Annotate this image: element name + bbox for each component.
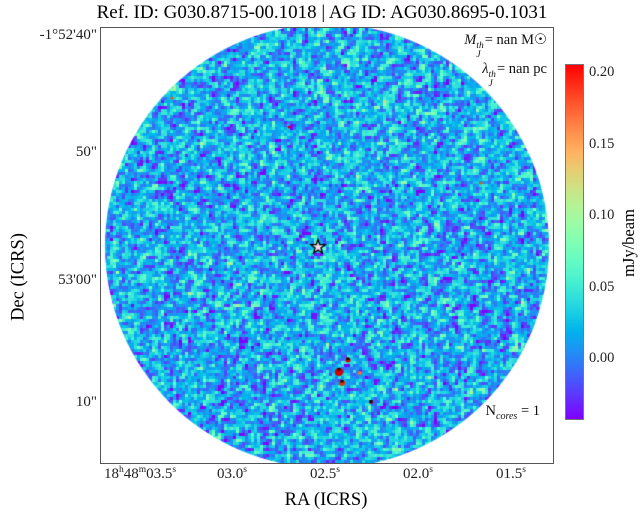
y-tick-label: 50" bbox=[75, 144, 97, 160]
lambda-value: = nan pc bbox=[496, 61, 547, 78]
ncores-subscript: cores bbox=[496, 410, 518, 422]
sky-image-canvas bbox=[101, 28, 553, 463]
y-tick-label: 10" bbox=[75, 394, 97, 410]
colorbar-tick-label: 0.20 bbox=[589, 64, 615, 80]
ncores-value: = 1 bbox=[517, 402, 540, 419]
mass-value: = nan M☉ bbox=[484, 32, 547, 48]
x-tick-label: 18h48m03.5s bbox=[103, 465, 177, 482]
mass-symbol: M bbox=[464, 32, 477, 48]
x-tick-label: 02.5s bbox=[310, 465, 340, 482]
y-tick-label: 53'00" bbox=[58, 272, 97, 288]
colorbar-tick-label: 0.00 bbox=[589, 350, 615, 366]
figure-title: Ref. ID: G030.8715-00.1018 | AG ID: AG03… bbox=[96, 2, 548, 23]
ncores-annotation: Ncores = 1 bbox=[486, 402, 540, 423]
colorbar-tick-label: 0.15 bbox=[589, 136, 615, 152]
colorbar bbox=[565, 64, 584, 420]
ncores-symbol: N bbox=[485, 402, 497, 419]
colorbar-tick-label: 0.10 bbox=[589, 207, 615, 223]
mass-subsup: th J bbox=[476, 41, 484, 61]
x-axis-label: RA (ICRS) bbox=[284, 490, 368, 510]
y-tick-label: -1°52'40" bbox=[39, 27, 97, 43]
colorbar-tick-label: 0.05 bbox=[589, 279, 615, 295]
colorbar-label: mJy/beam bbox=[619, 209, 638, 277]
x-tick-label: 01.5s bbox=[496, 465, 526, 482]
y-axis-label: Dec (ICRS) bbox=[8, 233, 29, 321]
x-tick-label: 02.0s bbox=[403, 465, 433, 482]
jeans-length-annotation: λ th J = nan pc bbox=[464, 60, 547, 89]
lambda-symbol: λ bbox=[482, 61, 489, 78]
x-tick-label: 03.0s bbox=[217, 465, 247, 482]
lambda-subsup: th J bbox=[488, 70, 496, 90]
